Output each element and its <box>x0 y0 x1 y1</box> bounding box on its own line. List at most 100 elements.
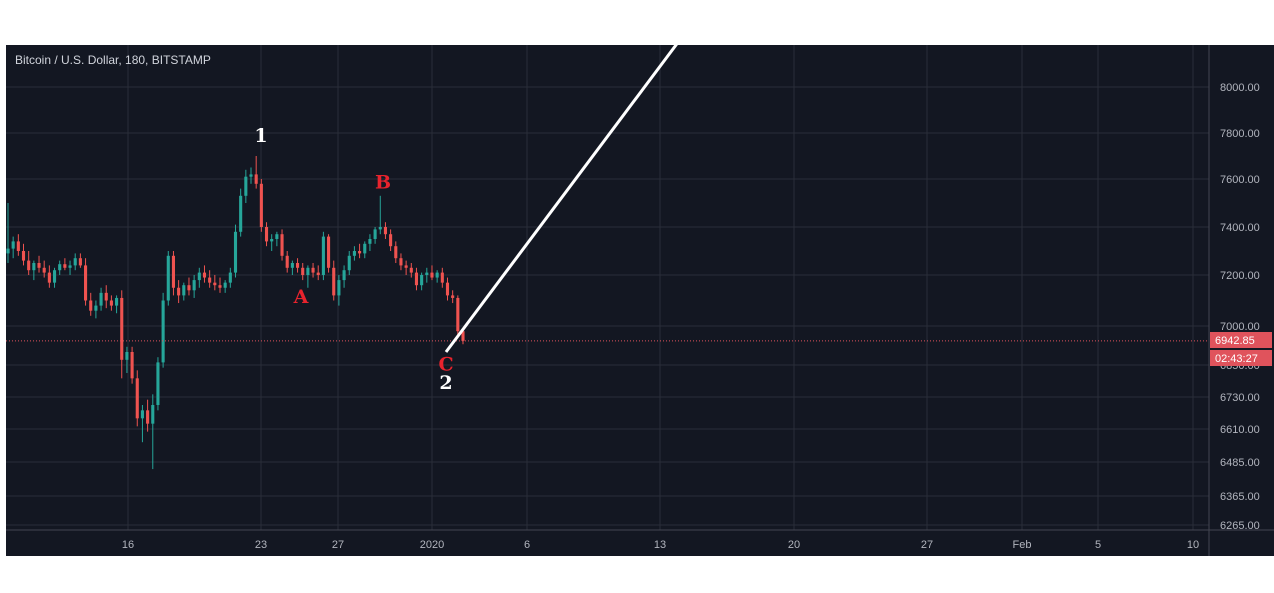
candle-body <box>254 174 258 184</box>
candle-body <box>120 297 124 360</box>
candle <box>363 241 367 259</box>
candle <box>332 260 336 301</box>
candle-body <box>197 272 201 281</box>
candle-body <box>394 246 398 259</box>
candle <box>213 275 217 291</box>
candle <box>414 267 419 291</box>
candle <box>264 222 269 247</box>
candle <box>327 234 331 273</box>
candle-body <box>368 239 372 244</box>
candle-body <box>264 227 269 242</box>
candle <box>373 227 377 244</box>
candle <box>228 267 232 288</box>
price-tick-label: 7200.00 <box>1220 270 1260 282</box>
candle <box>389 229 393 251</box>
candle-body <box>47 272 51 283</box>
candle-body <box>358 251 362 254</box>
price-tick-label: 6485.00 <box>1220 457 1260 469</box>
candle-body <box>275 234 279 239</box>
price-tick-label: 7400.00 <box>1220 222 1260 234</box>
candle <box>27 251 31 275</box>
candle <box>63 258 67 271</box>
price-tick-label: 6730.00 <box>1220 392 1260 404</box>
time-tick-label: 16 <box>122 539 134 551</box>
candle-body <box>404 265 408 268</box>
wave-label-C: C <box>438 353 453 375</box>
candle-body <box>451 295 455 298</box>
candle <box>280 229 284 261</box>
candle <box>337 275 341 306</box>
candle <box>244 169 248 203</box>
candle-body <box>182 285 186 296</box>
candle <box>37 255 41 273</box>
symbol-legend: Bitcoin / U.S. Dollar, 180, BITSTAMP <box>15 53 211 67</box>
candle-body <box>461 331 465 341</box>
time-tick-label: Feb <box>1013 539 1032 551</box>
time-tick-label: 27 <box>921 539 933 551</box>
candle <box>182 282 186 301</box>
candle-body <box>156 362 160 405</box>
candle <box>115 295 119 314</box>
candle-body <box>373 229 377 239</box>
candle-body <box>68 265 72 268</box>
candle <box>58 260 62 275</box>
candle-body <box>378 227 382 230</box>
candle <box>130 346 134 384</box>
candle <box>140 405 144 443</box>
price-chart[interactable]: 1 A B C2 8000.00 7800.00 7600.00 7400.00 7200.00… <box>6 45 1274 556</box>
price-axis: 8000.00 7800.00 7600.00 7400.00 7200.00 7000.… <box>1220 82 1260 532</box>
candle-body <box>6 248 10 254</box>
candle <box>254 156 258 189</box>
candle <box>16 234 20 256</box>
candle <box>21 243 26 266</box>
candle <box>78 253 82 268</box>
candle-body <box>259 183 263 227</box>
candle-body <box>58 264 62 271</box>
candle-body <box>192 280 196 291</box>
candle-body <box>94 305 98 311</box>
candle <box>445 277 450 301</box>
candle-body <box>290 263 294 268</box>
candle <box>52 267 57 288</box>
candle <box>166 251 170 306</box>
candle-body <box>306 267 310 275</box>
candle-body <box>187 285 191 291</box>
candle-body <box>244 176 248 196</box>
candle-body <box>171 255 176 288</box>
candle-body <box>280 234 284 256</box>
candle-body <box>11 241 15 249</box>
candles <box>6 156 465 470</box>
candle <box>404 260 408 275</box>
current-price-badge <box>1210 332 1272 348</box>
wave-label-2: 2 <box>439 372 452 394</box>
candle-body <box>383 227 387 235</box>
candle <box>202 265 207 283</box>
candle <box>42 260 46 278</box>
price-tick-label: 7000.00 <box>1220 321 1260 333</box>
price-tick-label: 6265.00 <box>1220 520 1260 532</box>
candle-body <box>270 239 274 242</box>
price-tick-label: 8000.00 <box>1220 82 1260 94</box>
candle-body <box>295 263 300 268</box>
time-tick-label: 2020 <box>420 539 444 551</box>
candle <box>321 231 325 281</box>
candle-body <box>42 267 46 273</box>
chart-area[interactable]: 1 A B C 2 8000.00 7800.00 7600.00 7400.00 7200.00… <box>6 45 1274 556</box>
candle-body <box>146 410 150 424</box>
candle-body <box>352 251 356 256</box>
candle <box>161 292 165 368</box>
candle <box>394 241 398 263</box>
price-tick-label: 7800.00 <box>1220 128 1260 140</box>
time-tick-label: 13 <box>654 539 666 551</box>
grid-lines <box>6 45 1209 530</box>
candle <box>99 287 103 311</box>
candle <box>425 267 429 283</box>
candle-body <box>63 264 67 268</box>
wave-label-1: 1 <box>254 125 267 147</box>
candle-body <box>104 292 108 301</box>
candle <box>187 277 191 296</box>
candle-body <box>233 231 238 273</box>
candle <box>109 295 113 311</box>
candle-body <box>316 272 320 275</box>
candle-body <box>456 297 460 332</box>
